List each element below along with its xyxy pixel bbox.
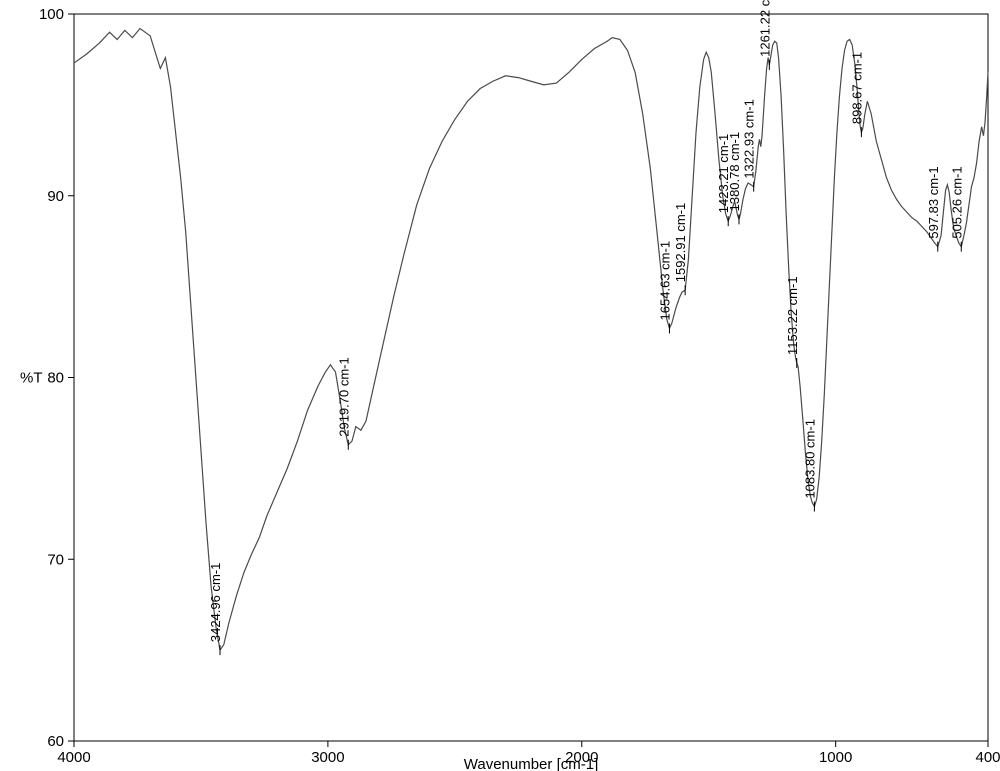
y-tick-label: 90: [47, 188, 64, 205]
peak-label: 1261.22 cm-1: [757, 0, 772, 57]
peak-label: 1083.80 cm-1: [802, 419, 817, 499]
x-tick-label: 400: [975, 749, 1000, 766]
x-tick-label: 3000: [311, 749, 344, 766]
peak-label: 898.67 cm-1: [849, 52, 864, 124]
x-tick-label: 4000: [57, 749, 90, 766]
peak-label: 1380.78 cm-1: [727, 132, 742, 212]
y-tick-label: 80: [47, 370, 64, 387]
ir-spectrum-chart: 60708090100%T4000300020001000400Wavenumb…: [0, 0, 1000, 771]
peak-label: 2919.70 cm-1: [336, 357, 351, 437]
y-axis-label: %T: [20, 370, 43, 387]
y-tick-label: 60: [47, 733, 64, 750]
peak-label: 1322.93 cm-1: [742, 99, 757, 179]
peak-label: 1654.63 cm-1: [657, 241, 672, 321]
x-axis-label: Wavenumber [cm-1]: [464, 756, 598, 771]
y-tick-label: 70: [47, 551, 64, 568]
peak-label: 505.26 cm-1: [949, 166, 964, 238]
x-tick-label: 1000: [819, 749, 852, 766]
y-tick-label: 100: [39, 6, 64, 23]
peak-label: 1153.22 cm-1: [785, 276, 800, 355]
peak-label: 597.83 cm-1: [926, 166, 941, 238]
peak-label: 1592.91 cm-1: [673, 203, 688, 283]
peak-label: 3424.96 cm-1: [208, 563, 223, 643]
